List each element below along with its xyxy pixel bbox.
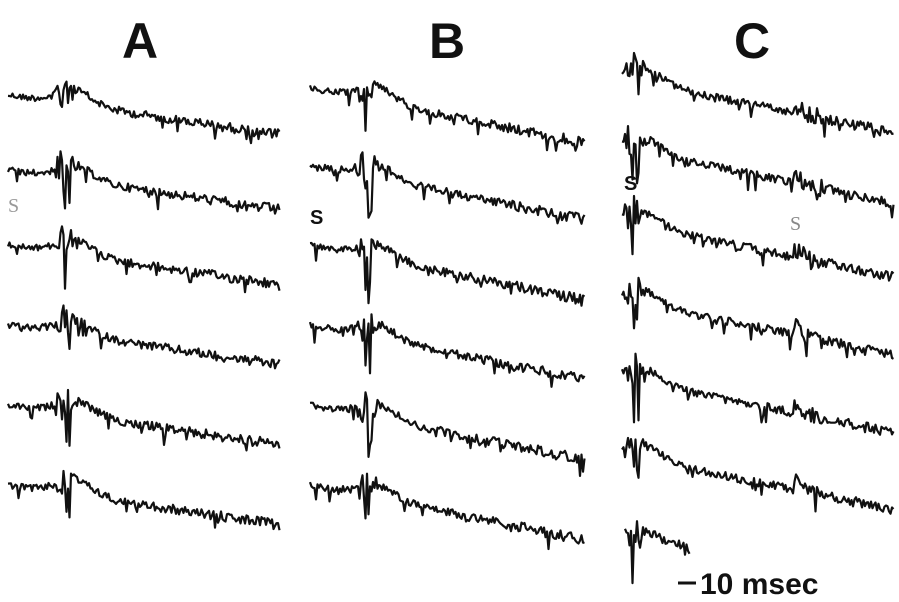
- scale-label: 10 msec: [700, 568, 818, 601]
- trace: [308, 80, 586, 152]
- panel-label: B: [429, 13, 465, 69]
- trace: [621, 51, 894, 138]
- trace: [309, 391, 586, 477]
- panel-label: A: [122, 13, 158, 69]
- trace: [621, 125, 895, 219]
- trace: [620, 276, 895, 360]
- trace: [621, 436, 895, 515]
- trace: [7, 469, 281, 531]
- panel-label: C: [734, 13, 770, 69]
- trace: [308, 313, 586, 388]
- trace: [6, 225, 281, 294]
- trace: [623, 520, 691, 585]
- trace: [309, 151, 586, 225]
- trace: [6, 388, 281, 452]
- trace: [309, 238, 586, 307]
- stimulus-label: S: [624, 173, 637, 195]
- stimulus-label: S: [310, 207, 323, 229]
- stimulus-label: S: [8, 195, 19, 217]
- trace: [6, 304, 281, 370]
- traces: [6, 51, 895, 585]
- trace: [621, 194, 895, 282]
- stimulus-label: S: [790, 213, 801, 235]
- trace: [620, 352, 895, 436]
- trace: [308, 472, 585, 551]
- trace: [6, 150, 281, 215]
- trace: [7, 80, 281, 145]
